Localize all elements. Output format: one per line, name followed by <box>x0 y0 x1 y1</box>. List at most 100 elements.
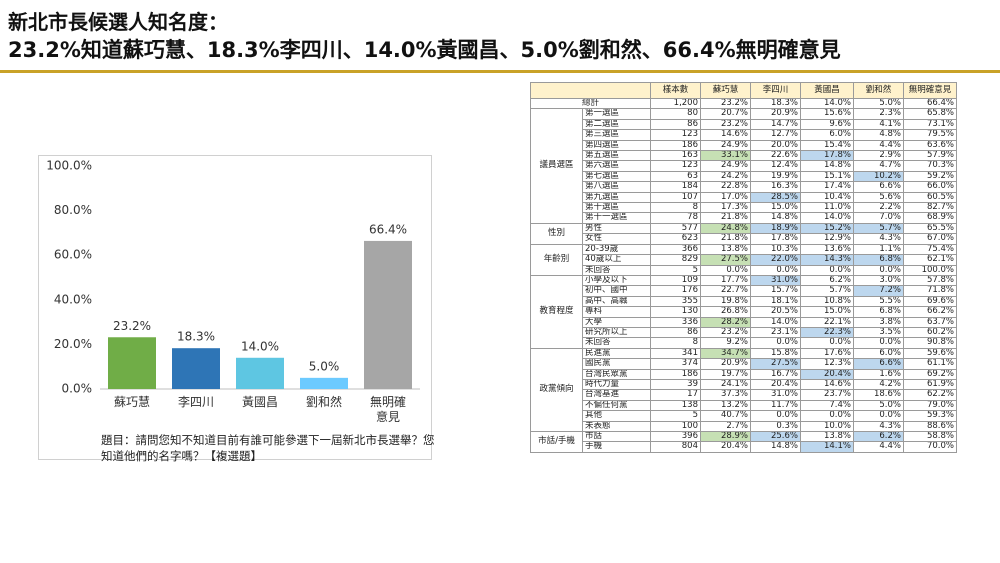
data-cell: 15.2% <box>800 222 854 235</box>
row-label: 台灣民眾黨 <box>582 368 651 380</box>
data-row: 政黨傾向 民進黨 341 34.7% 15.8% 17.6% 6.0% 59.6% <box>530 347 957 433</box>
data-cell: 14.8% <box>800 160 854 172</box>
data-cell: 71.8% <box>903 285 957 297</box>
data-cell: 176 <box>650 285 701 297</box>
data-cell: 63.7% <box>903 316 957 328</box>
data-cell: 16.3% <box>750 181 801 193</box>
data-cell: 336 <box>650 316 701 328</box>
data-cell: 31.0% <box>750 274 801 287</box>
data-cell: 0.0% <box>800 337 854 349</box>
data-cell: 20.9% <box>700 358 751 370</box>
value-label: 5.0% <box>309 359 340 373</box>
data-cell: 6.2% <box>853 430 904 443</box>
row-label: 第七選區 <box>582 170 651 183</box>
data-row: 未表態 100 2.7% 0.3% 10.0% 4.3% 88.6% <box>531 420 957 433</box>
data-cell: 3.5% <box>853 326 904 339</box>
data-cell: 3.0% <box>853 274 904 287</box>
data-cell: 0.0% <box>800 410 854 422</box>
row-label: 第二選區 <box>582 118 651 131</box>
data-row: 年齡別 20-39歲 366 13.8% 10.3% 13.6% 1.1% 75.4% <box>530 243 957 276</box>
data-cell: 623 <box>650 233 701 245</box>
data-row: 初中、國中 176 22.7% 15.7% 5.7% 7.2% 71.8% <box>531 285 957 297</box>
title-rule <box>0 70 1000 73</box>
data-row: 未回答 8 9.2% 0.0% 0.0% 0.0% 90.8% <box>531 337 957 349</box>
data-cell: 9.6% <box>800 118 854 131</box>
row-label: 初中、國中 <box>582 285 651 297</box>
row-label: 第九選區 <box>582 191 651 204</box>
data-row: 台灣民眾黨 186 19.7% 16.7% 20.4% 1.6% 69.2% <box>531 368 957 380</box>
data-cell: 829 <box>650 254 701 266</box>
total-cell: 1,200 <box>650 97 701 110</box>
data-cell: 24.9% <box>700 139 751 152</box>
data-cell: 59.2% <box>903 170 957 183</box>
row-label: 手機 <box>582 441 651 453</box>
row-label: 第十選區 <box>582 202 651 214</box>
data-cell: 12.7% <box>750 129 801 141</box>
data-cell: 7.4% <box>800 399 854 412</box>
y-tick-label: 80.0% <box>54 203 92 217</box>
data-cell: 14.7% <box>750 118 801 131</box>
row-label: 國民黨 <box>582 358 651 370</box>
y-tick-label: 100.0% <box>46 159 92 173</box>
data-cell: 163 <box>650 150 701 162</box>
data-cell: 6.0% <box>853 347 904 360</box>
data-cell: 12.4% <box>750 160 801 172</box>
data-cell: 100.0% <box>903 264 957 276</box>
total-cell: 5.0% <box>853 97 904 110</box>
data-cell: 2.2% <box>853 202 904 214</box>
value-label: 14.0% <box>241 339 279 353</box>
title: 新北市長候選人知名度： <box>8 10 228 34</box>
data-cell: 366 <box>650 243 701 256</box>
data-cell: 26.8% <box>700 306 751 318</box>
data-cell: 18.6% <box>853 389 904 401</box>
row-label: 專科 <box>582 306 651 318</box>
data-row: 性別 男性 577 24.8% 18.9% 15.2% 5.7% 65.5% <box>530 222 957 245</box>
total-cell: 23.2% <box>700 97 751 110</box>
data-cell: 15.0% <box>800 306 854 318</box>
data-cell: 70.3% <box>903 160 957 172</box>
bar <box>172 348 220 389</box>
y-tick-label: 20.0% <box>54 337 92 351</box>
chart: 0.0% 20.0% 40.0% 60.0% 80.0% 100.0% 23.2% 18.3%… <box>46 159 420 396</box>
column-header: 黃國昌 <box>800 82 854 99</box>
row-label: 台灣基進 <box>582 389 651 401</box>
data-cell: 69.2% <box>903 368 957 380</box>
total-row: 總計 1,200 23.2% 18.3% 14.0% 5.0% 66.4% <box>530 97 957 110</box>
data-cell: 15.6% <box>800 108 854 120</box>
data-cell: 25.6% <box>750 430 801 443</box>
data-cell: 4.8% <box>853 129 904 141</box>
data-cell: 82.7% <box>903 202 957 214</box>
data-cell: 19.7% <box>700 368 751 380</box>
data-cell: 23.2% <box>700 326 751 339</box>
row-label: 第十一選區 <box>582 212 651 224</box>
data-cell: 0.0% <box>750 337 801 349</box>
data-cell: 1.6% <box>853 368 904 380</box>
data-cell: 20.4% <box>800 368 854 380</box>
data-cell: 4.3% <box>853 420 904 433</box>
data-cell: 5.7% <box>853 222 904 235</box>
data-cell: 18.9% <box>750 222 801 235</box>
data-cell: 107 <box>650 191 701 204</box>
data-cell: 61.1% <box>903 358 957 370</box>
data-cell: 79.5% <box>903 129 957 141</box>
row-label: 不偏任何黨 <box>582 399 651 412</box>
data-cell: 5 <box>650 264 701 276</box>
value-label: 23.2% <box>113 319 151 333</box>
group-label: 議員選區 <box>530 108 583 224</box>
data-cell: 4.1% <box>853 118 904 131</box>
data-cell: 58.8% <box>903 430 957 443</box>
data-cell: 13.8% <box>700 243 751 256</box>
data-cell: 21.8% <box>700 233 751 245</box>
row-label: 大學 <box>582 316 651 328</box>
data-cell: 20.9% <box>750 108 801 120</box>
data-cell: 5.7% <box>800 285 854 297</box>
row-label: 高中、高職 <box>582 295 651 308</box>
data-cell: 14.8% <box>750 441 801 453</box>
data-cell: 18.1% <box>750 295 801 308</box>
data-cell: 22.6% <box>750 150 801 162</box>
data-row: 台灣基進 17 37.3% 31.0% 23.7% 18.6% 62.2% <box>531 389 957 401</box>
bar <box>108 337 156 389</box>
row-label: 未表態 <box>582 420 651 433</box>
data-cell: 19.8% <box>700 295 751 308</box>
